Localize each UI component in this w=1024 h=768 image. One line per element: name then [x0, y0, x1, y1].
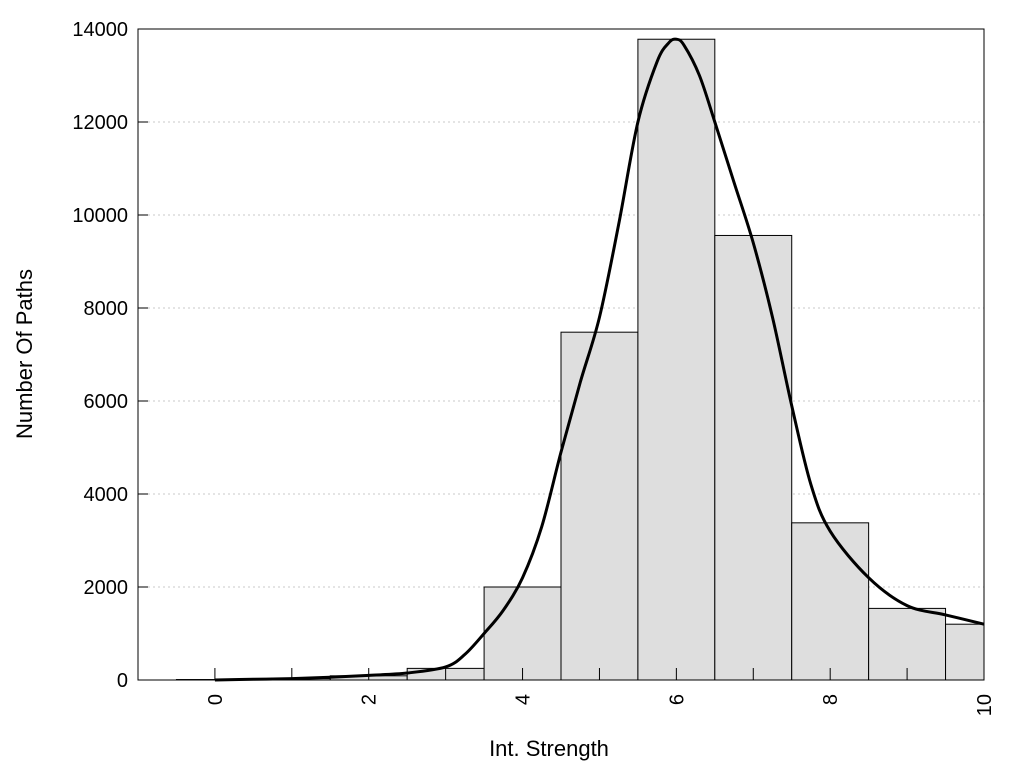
histogram-bars: [175, 38, 985, 681]
y-tick-label: 6000: [84, 391, 129, 413]
y-tick-label: 4000: [84, 484, 129, 506]
histogram-bar: [637, 38, 716, 681]
x-tick-label: 6: [666, 694, 688, 705]
y-tick-label: 8000: [84, 298, 129, 320]
plot-frame: [137, 28, 985, 681]
y-axis-title: Number Of Paths: [12, 269, 37, 439]
x-axis-ticks: 0 2 4 6 8 10: [205, 668, 996, 716]
histogram-bar: [560, 331, 639, 681]
y-axis-ticks: 0 2000 4000 6000 8000 10000 12000 14000: [72, 19, 148, 692]
x-tick-label: 10: [974, 694, 996, 716]
x-tick-label: 2: [359, 694, 381, 705]
y-tick-label: 12000: [72, 112, 128, 134]
x-axis-title: Int. Strength: [489, 736, 609, 761]
y-tick-label: 0: [117, 670, 128, 692]
y-tick-label: 14000: [72, 19, 128, 41]
x-tick-label: 0: [205, 694, 227, 705]
histogram-bar: [714, 234, 793, 681]
histogram-bar: [791, 522, 870, 681]
density-curve-group: [214, 37, 985, 682]
y-tick-label: 2000: [84, 577, 129, 599]
histogram-bar: [945, 623, 985, 681]
y-tick-label: 10000: [72, 205, 128, 227]
x-tick-label: 4: [513, 694, 535, 705]
x-tick-label: 8: [820, 694, 842, 705]
histogram-bar: [483, 586, 562, 681]
density-curve: [214, 37, 985, 682]
